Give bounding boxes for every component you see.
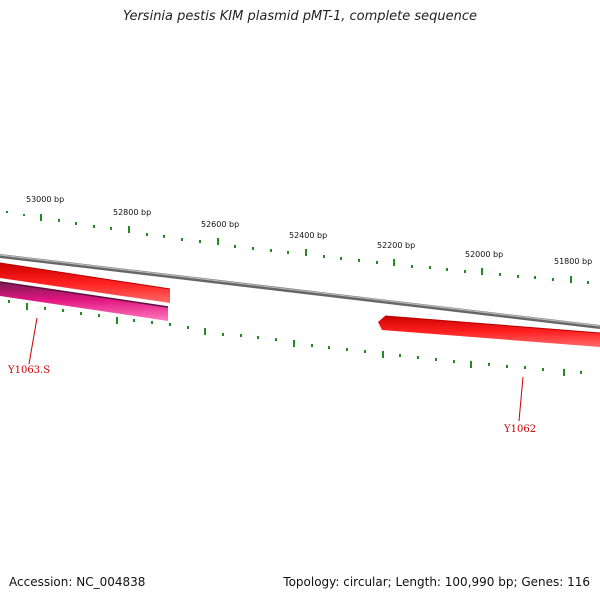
plasmid-backbone xyxy=(0,254,600,329)
tick-label: 53000 bp xyxy=(26,195,64,204)
gene-y1063s[interactable] xyxy=(0,281,169,321)
label-leader-y1063s xyxy=(28,317,38,365)
tick-label: 52600 bp xyxy=(201,220,239,229)
gene-label-y1063s[interactable]: Y1063.S xyxy=(7,365,50,376)
inner-tick-row xyxy=(8,300,582,376)
gene-forward-left[interactable] xyxy=(0,262,171,303)
tick-label: 52000 bp xyxy=(465,250,503,259)
tick-label: 52800 bp xyxy=(113,208,151,217)
gene-label-y1062[interactable]: Y1062 xyxy=(503,424,536,435)
tick-label: 51800 bp xyxy=(554,257,592,266)
summary-text: Topology: circular; Length: 100,990 bp; … xyxy=(283,575,590,589)
map-title: Yersinia pestis KIM plasmid pMT-1, compl… xyxy=(122,9,478,24)
label-leader-y1062 xyxy=(518,376,524,422)
gene-y1062[interactable] xyxy=(378,315,600,347)
accession-text: Accession: NC_004838 xyxy=(9,575,146,589)
tick-label: 52200 bp xyxy=(377,241,415,250)
outer-tick-row xyxy=(6,211,589,284)
tick-label: 52400 bp xyxy=(289,231,327,240)
